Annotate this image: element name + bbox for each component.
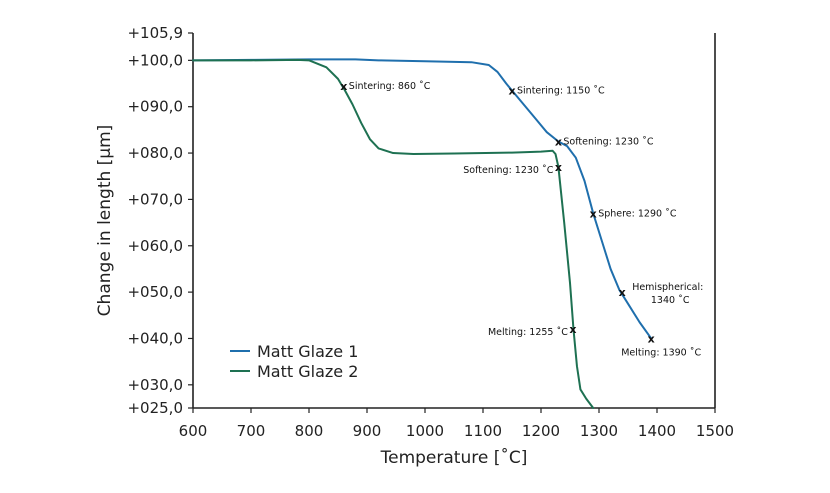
annotation-label: Softening: 1230 ˚C xyxy=(563,136,653,147)
annotation-marker: x xyxy=(555,161,562,174)
annotation-label: Sintering: 860 ˚C xyxy=(349,81,431,92)
y-tick-label: +105,9 xyxy=(127,24,183,42)
x-tick-label: 600 xyxy=(179,422,208,440)
x-tick-label: 1500 xyxy=(696,422,734,440)
annotation-marker: x xyxy=(340,80,347,93)
annotation-marker: x xyxy=(590,207,597,220)
annotation-marker: x xyxy=(555,135,562,148)
x-tick-label: 900 xyxy=(353,422,382,440)
x-axis-title: Temperature [˚C] xyxy=(380,447,528,468)
x-tick-label: 1200 xyxy=(522,422,560,440)
x-tick-label: 1000 xyxy=(406,422,444,440)
y-tick-label: +030,0 xyxy=(127,376,183,394)
y-tick-label: +060,0 xyxy=(127,237,183,255)
annotation-marker: x xyxy=(619,286,626,299)
y-axis-title: Change in length [µm] xyxy=(95,125,115,317)
axes: 600 700 800 900 1000 1100 1200 1300 1400 1500 +105… xyxy=(127,24,734,440)
legend-label: Matt Glaze 1 xyxy=(257,342,358,361)
y-tick-label: +025,0 xyxy=(127,399,183,417)
series-lines xyxy=(192,58,653,409)
annotation-label: Sphere: 1290 ˚C xyxy=(598,208,677,219)
y-tick-label: +070,0 xyxy=(127,190,183,208)
y-tick-label: +080,0 xyxy=(127,144,183,162)
y-tick-label: +050,0 xyxy=(127,283,183,301)
annotation-label: Softening: 1230 ˚C xyxy=(463,165,553,176)
annotation-label: Melting: 1390 ˚C xyxy=(621,347,701,358)
y-tick-label: +100,0 xyxy=(127,51,183,69)
annotation-marker: x xyxy=(648,332,655,345)
annotation-label: Sintering: 1150 ˚C xyxy=(517,85,605,96)
x-tick-label: 1400 xyxy=(638,422,676,440)
annotation-marker: x xyxy=(569,323,576,336)
y-tick-label: +090,0 xyxy=(127,98,183,116)
annotation-marker: x xyxy=(508,84,515,97)
series-line-2 xyxy=(192,58,595,409)
annotation-label: 1340 ˚C xyxy=(651,295,690,306)
annotation-label: Melting: 1255 ˚C xyxy=(488,327,568,338)
annotations: x Sintering: 860 ˚C x Sintering: 1150 ˚Cx So… xyxy=(340,80,703,359)
series-line-1 xyxy=(192,58,653,340)
x-tick-label: 800 xyxy=(295,422,324,440)
legend-label: Matt Glaze 2 xyxy=(257,362,358,381)
annotation-label: Hemispherical: xyxy=(632,282,703,293)
x-tick-label: 700 xyxy=(237,422,266,440)
x-tick-label: 1300 xyxy=(580,422,618,440)
y-tick-label: +040,0 xyxy=(127,329,183,347)
x-tick-label: 1100 xyxy=(464,422,502,440)
